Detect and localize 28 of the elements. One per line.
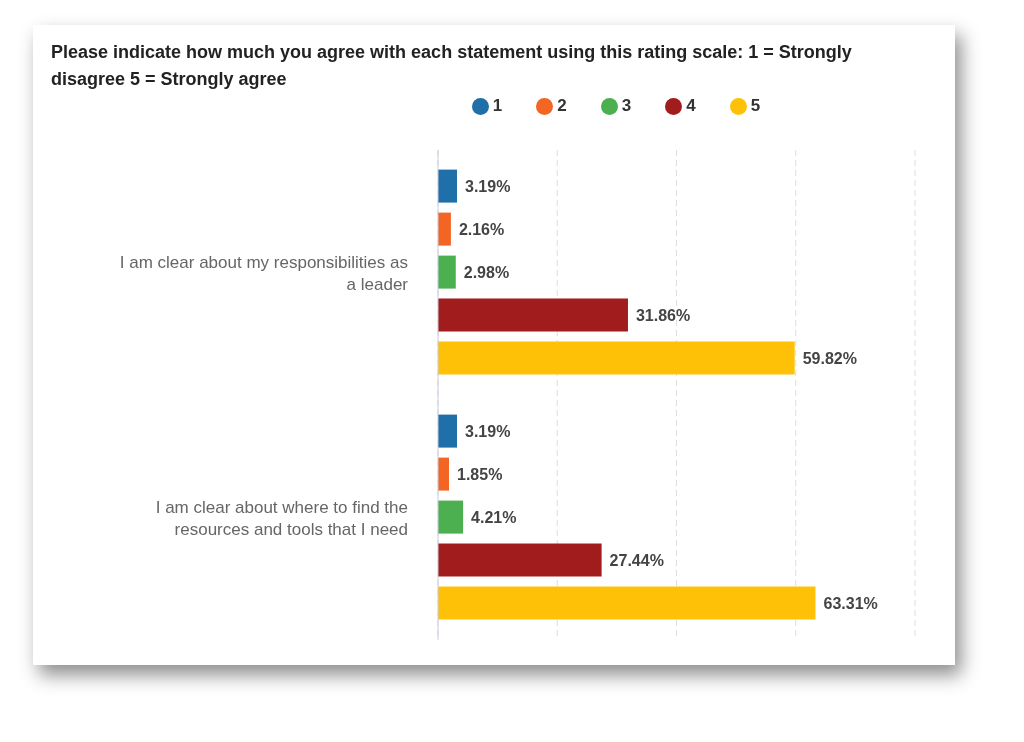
data-label: 1.85% [457, 465, 503, 483]
bar [438, 414, 458, 448]
bar [438, 169, 458, 203]
data-label: 4.21% [471, 508, 517, 526]
y-tick-label: I am clear about my responsibilities as a leader [119, 252, 409, 294]
legend-label: 3 [621, 96, 632, 115]
data-label: 3.19% [465, 177, 511, 195]
bar [438, 500, 464, 534]
bar [438, 255, 456, 289]
data-label: 2.16% [458, 220, 505, 238]
chart-title: Please indicate how much you agree with each statement using this rating scale: 1 = Strongly disagree 5 = Strongly agree [51, 41, 853, 91]
data-label: 59.82% [802, 349, 857, 367]
data-label: 31.86% [635, 306, 691, 324]
y-tick-label: I am clear about where to find the resources and tools that I need [155, 497, 408, 539]
data-label: 63.31% [823, 594, 878, 612]
bar [438, 298, 628, 332]
bar [438, 341, 795, 375]
legend-label: 2 [557, 96, 567, 115]
legend-label: 1 [492, 96, 503, 115]
data-label: 27.44% [609, 551, 664, 569]
bar [438, 543, 602, 577]
bar [438, 212, 451, 246]
data-label: 2.98% [463, 263, 510, 281]
data-label: 3.19% [465, 422, 511, 440]
bar [438, 457, 450, 491]
bar [438, 586, 816, 620]
legend-label: 4 [686, 96, 696, 115]
legend-label: 5 [750, 96, 761, 115]
